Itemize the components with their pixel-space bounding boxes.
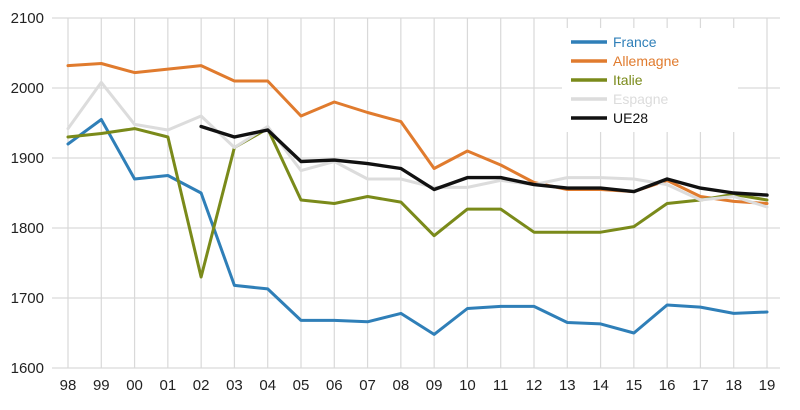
x-tick-label: 18: [725, 377, 742, 394]
legend: France Allemagne Italie Espagne UE28: [562, 28, 738, 132]
grid: [52, 17, 780, 369]
y-tick-label: 1700: [11, 290, 44, 307]
x-tick-label: 98: [60, 377, 77, 394]
y-tick-label: 1800: [11, 220, 44, 237]
legend-label: France: [613, 34, 657, 50]
y-tick-label: 1600: [11, 360, 44, 377]
x-tick-label: 03: [226, 377, 243, 394]
legend-label: UE28: [613, 110, 648, 126]
x-tick-label: 00: [126, 377, 143, 394]
y-tick-label: 2100: [11, 10, 44, 27]
x-tick-label: 19: [759, 377, 776, 394]
x-tick-label: 02: [193, 377, 210, 394]
x-tick-label: 09: [426, 377, 443, 394]
x-tick-label: 01: [160, 377, 177, 394]
x-tick-label: 17: [692, 377, 709, 394]
x-tick-label: 07: [359, 377, 376, 394]
x-tick-label: 11: [493, 377, 509, 394]
x-tick-label: 15: [626, 377, 643, 394]
y-axis-ticks: 1600 1700 1800 1900 2000 2100: [11, 10, 44, 377]
x-axis-ticks: 98 99 00 01 02 03 04 05 06 07 08 09 10 11 12 13 14 15 16 17…: [60, 377, 776, 394]
x-tick-label: 99: [93, 377, 110, 394]
x-tick-label: 16: [659, 377, 676, 394]
series-line-espagne: [66, 80, 769, 209]
y-tick-label: 2000: [11, 80, 44, 97]
series-line-italie: [66, 127, 769, 279]
x-tick-label: 14: [592, 377, 609, 394]
x-tick-label: 13: [559, 377, 576, 394]
legend-label: Espagne: [613, 91, 668, 107]
series-line-france: [66, 118, 769, 336]
legend-label: Allemagne: [613, 53, 679, 69]
series-line-ue28: [199, 124, 769, 197]
x-tick-label: 04: [259, 377, 276, 394]
y-tick-label: 1900: [11, 150, 44, 167]
series-lines: [66, 62, 769, 336]
x-tick-label: 12: [526, 377, 543, 394]
x-tick-label: 06: [326, 377, 343, 394]
legend-label: Italie: [613, 72, 643, 88]
x-tick-label: 08: [393, 377, 410, 394]
x-tick-label: 10: [459, 377, 476, 394]
x-tick-label: 05: [293, 377, 310, 394]
